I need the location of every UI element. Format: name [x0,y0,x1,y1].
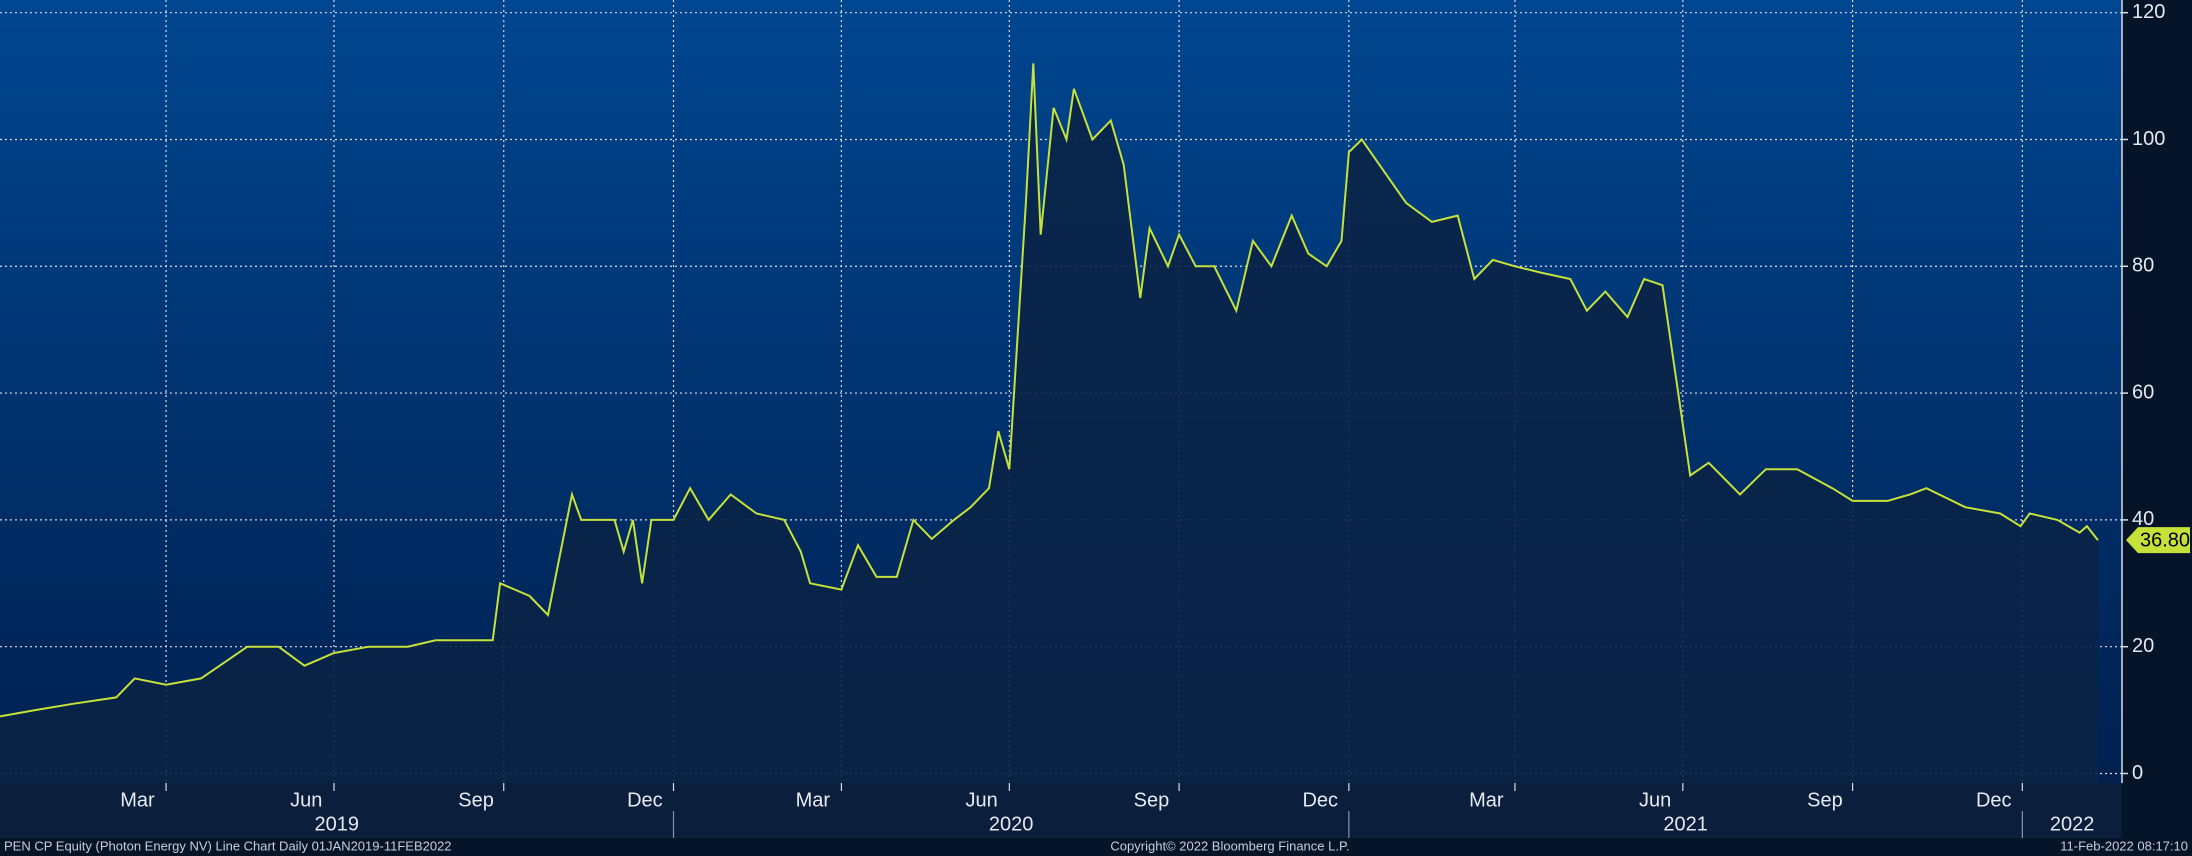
y-tick-label: 40 [2132,508,2154,530]
year-label: 2021 [1663,813,1708,835]
footer-left: PEN CP Equity (Photon Energy NV) Line Ch… [4,838,452,853]
x-tick-label: Sep [458,789,494,811]
last-value-tag [2126,527,2190,554]
x-tick-label: Dec [627,789,663,811]
x-tick-label: Mar [1469,789,1504,811]
x-tick-label: Sep [1807,789,1843,811]
x-tick-label: Dec [1976,789,2012,811]
line [0,63,2099,718]
area-fill [0,63,2098,783]
last-value-label: 36.80 [2140,529,2190,551]
y-tick-label: 100 [2132,128,2165,150]
x-tick-label: Mar [120,789,155,811]
year-label: 2022 [2050,813,2095,835]
x-tick-label: Sep [1134,789,1170,811]
y-tick-label: 120 [2132,1,2165,23]
footer-center: Copyright© 2022 Bloomberg Finance L.P. [1110,838,1349,853]
year-label: 2020 [989,813,1034,835]
y-tick-label: 20 [2132,635,2154,657]
x-tick-label: Jun [966,789,998,811]
x-tick-label: Mar [796,789,831,811]
footer-right: 11-Feb-2022 08:17:10 [2060,838,2188,853]
x-tick-label: Jun [1639,789,1671,811]
x-axis-band [0,783,2122,838]
y-tick-label: 80 [2132,255,2154,277]
y-tick-label: 0 [2132,762,2143,784]
x-tick-label: Jun [290,789,322,811]
x-tick-label: Dec [1302,789,1338,811]
y-tick-label: 60 [2132,381,2154,403]
year-label: 2019 [315,813,360,835]
